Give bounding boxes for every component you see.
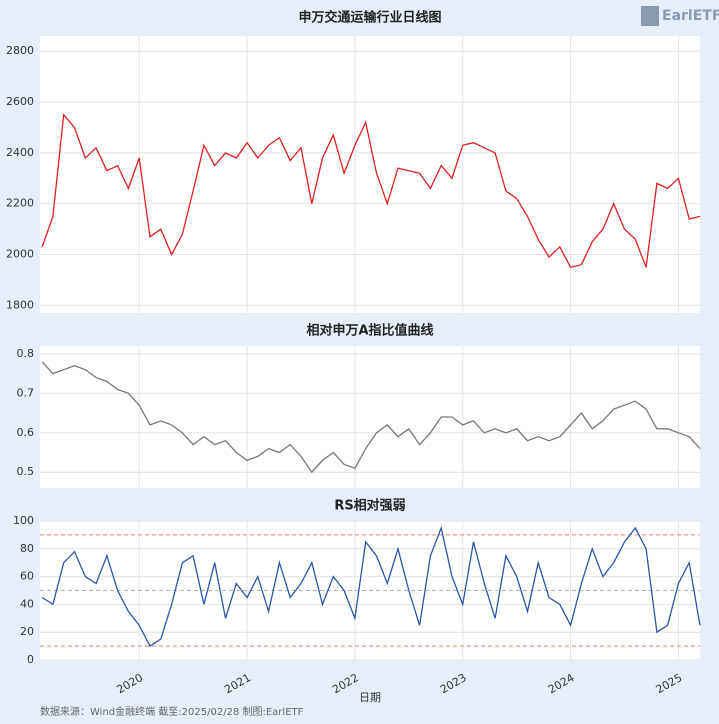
- y-tick-label: 80: [20, 542, 34, 555]
- logo-icon: [641, 6, 659, 26]
- y-tick-label: 2600: [6, 95, 34, 108]
- x-axis-label: 日期: [359, 691, 381, 704]
- series-line: [41, 113, 701, 269]
- y-tick-label: 0.8: [17, 347, 35, 360]
- y-tick-label: 60: [20, 570, 34, 583]
- y-tick-label: 0.7: [17, 386, 35, 399]
- y-tick-label: 2200: [6, 197, 34, 210]
- y-tick-label: 2400: [6, 146, 34, 159]
- panel-title: 相对申万A指比值曲线: [306, 323, 433, 339]
- plot-area: [40, 346, 700, 488]
- panel-title: 申万交通运输行业日线图: [298, 10, 441, 26]
- y-tick-label: 2800: [6, 44, 34, 57]
- y-tick-label: 100: [13, 514, 34, 527]
- y-tick-label: 2000: [6, 248, 34, 261]
- y-tick-label: 40: [20, 597, 34, 610]
- series-line: [41, 361, 701, 474]
- y-tick-label: 0.6: [17, 426, 35, 439]
- y-tick-label: 20: [20, 625, 34, 638]
- panel-title: RS相对强弱: [334, 498, 405, 514]
- series-line: [41, 525, 701, 648]
- y-tick-label: 1800: [6, 298, 34, 311]
- y-tick-label: 0: [27, 653, 34, 666]
- source: 数据来源：Wind金融终端 截至:2025/02/28 制图:EarlETF: [40, 705, 304, 718]
- y-tick-label: 0.5: [17, 465, 35, 478]
- logo: EarlETF: [662, 8, 719, 24]
- plot-area: [40, 36, 700, 313]
